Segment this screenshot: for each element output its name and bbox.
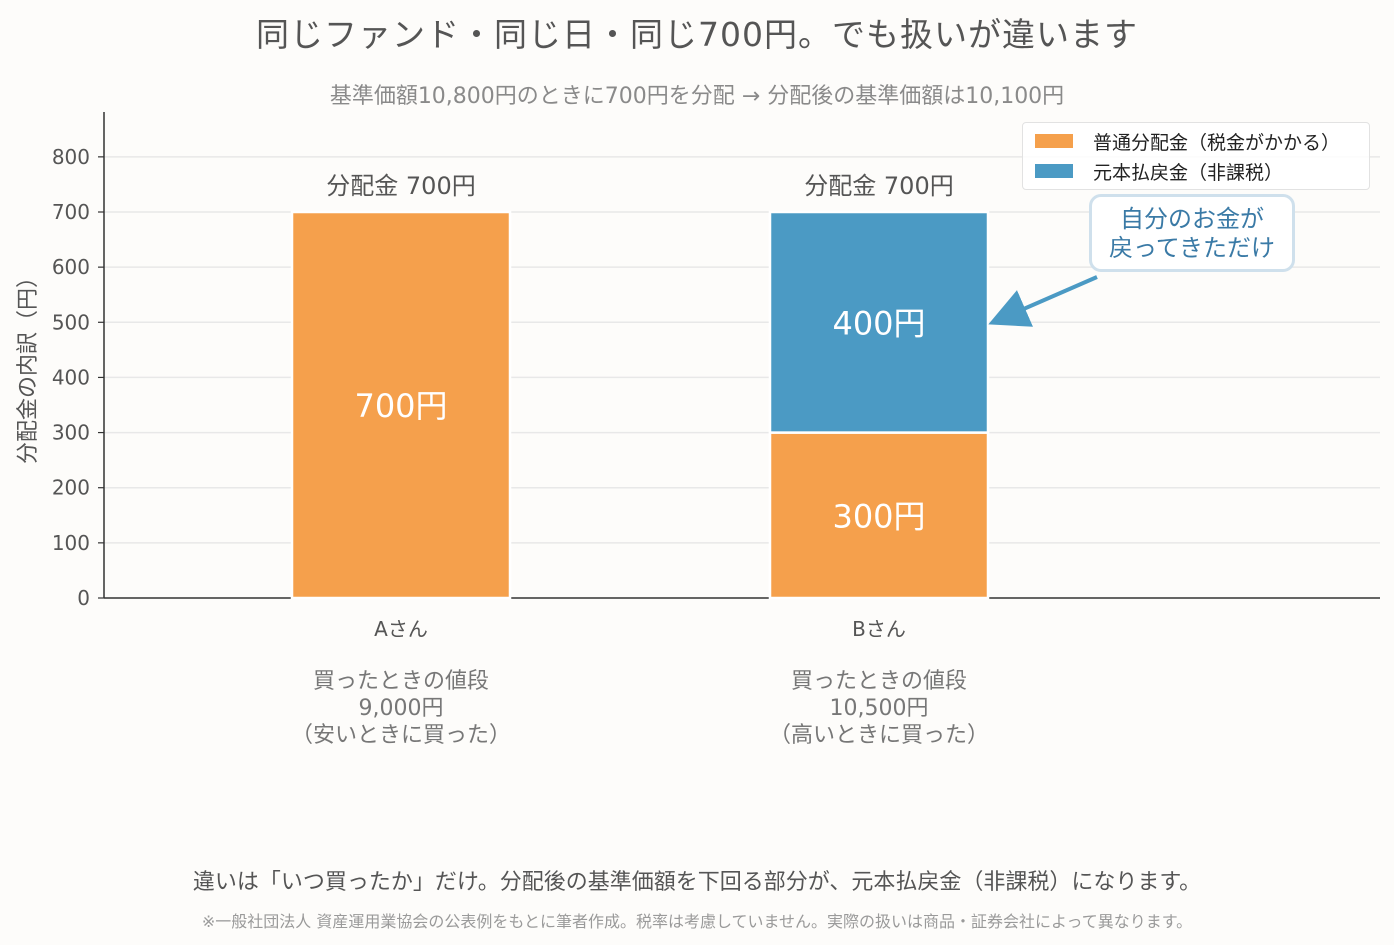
legend-label-ordinary: 普通分配金（税金がかかる） [1093,131,1341,154]
bar-segment-1-1 [768,210,990,434]
bar-total-label-1: 分配金 700円 [804,172,953,200]
annotation-arrow [988,275,1098,327]
category-note-a-line1: 買ったときの値段 [312,669,489,694]
category-note-a-line3: （安いときに買った） [290,723,511,748]
y-tick-label-700: 700 [52,200,90,224]
y-tick-label-500: 500 [52,310,90,334]
y-tick-label-0: 0 [77,586,90,610]
bar-segment-0-0 [290,210,512,600]
y-tick-label-400: 400 [52,365,90,389]
footer-summary: 違いは「いつ買ったか」だけ。分配後の基準価額を下回る部分が、元本払戻金（非課税）… [192,870,1202,895]
legend: 普通分配金（税金がかかる） 元本払戻金（非課税） [1022,122,1370,190]
chart-title: 同じファンド・同じ日・同じ700円。でも扱いが違います [256,15,1138,54]
annotation-line-1: 自分のお金が [1120,205,1264,233]
chart-subtitle: 基準価額10,800円のときに700円を分配 → 分配後の基準価額は10,100… [329,84,1065,109]
bar-value-label-0-0: 700円 [354,387,447,425]
y-tick-label-800: 800 [52,145,90,169]
category-note-a: 買ったときの値段 9,000円 （安いときに買った） [241,668,561,749]
category-note-b-line1: 買ったときの値段 [790,669,967,694]
category-note-a-line2: 9,000円 [358,696,444,721]
y-tick-label-600: 600 [52,255,90,279]
legend-swatch-ordinary [1035,134,1073,148]
category-note-b-line3: （高いときに買った） [768,723,989,748]
category-note-b: 買ったときの値段 10,500円 （高いときに買った） [719,668,1039,749]
annotation-line-2: 戻ってきただけ [1108,234,1276,262]
x-tick-label-1: Bさん [852,617,906,641]
footer-source-note: ※一般社団法人 資産運用業協会の公表例をもとに筆者作成。税率は考慮していません。… [201,912,1193,931]
annotation-callout: 自分のお金が 戻ってきただけ [1089,194,1295,272]
bar-value-label-1-1: 400円 [832,304,925,342]
bar-value-label-1-0: 300円 [832,497,925,535]
legend-label-return-of-capital: 元本払戻金（非課税） [1093,161,1284,184]
y-tick-label-200: 200 [52,476,90,500]
bar-segment-1-0 [768,431,990,600]
bar-total-label-0: 分配金 700円 [326,172,475,200]
category-note-b-line2: 10,500円 [829,696,929,721]
legend-swatch-return-of-capital [1035,164,1073,178]
legend-item-return-of-capital: 元本払戻金（非課税） [1035,157,1283,185]
y-axis-label: 分配金の内訳（円） [16,266,41,464]
y-tick-label-100: 100 [52,531,90,555]
x-tick-label-0: Aさん [374,617,428,641]
y-tick-label-300: 300 [52,421,90,445]
legend-item-ordinary: 普通分配金（税金がかかる） [1035,127,1340,155]
